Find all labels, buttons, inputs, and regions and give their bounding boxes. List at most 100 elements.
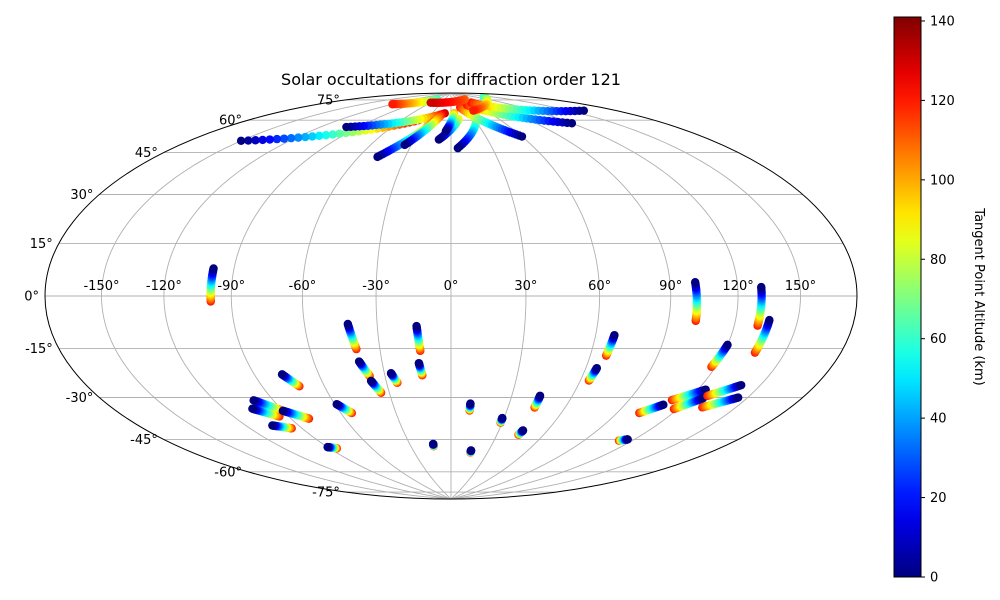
chart-title: Solar occultations for diffraction order… — [281, 70, 621, 89]
occultation-track — [530, 391, 545, 412]
lon-tick-label: -60° — [289, 279, 317, 294]
lon-tick-label: -150° — [83, 279, 119, 294]
occultation-track — [248, 404, 284, 421]
lat-tick-label: -30° — [66, 391, 94, 406]
occultation-track — [635, 400, 668, 418]
lat-tick-label: 60° — [219, 114, 242, 129]
data-point — [610, 330, 619, 340]
data-point — [517, 132, 527, 141]
data-point — [498, 413, 507, 423]
data-point — [426, 98, 435, 107]
occultation-track — [323, 442, 342, 453]
data-point — [249, 396, 258, 405]
lat-tick-label: -60° — [214, 465, 242, 480]
occultation-track — [469, 93, 492, 115]
data-point — [343, 319, 353, 329]
data-point — [301, 132, 310, 142]
data-point — [434, 135, 444, 144]
data-point — [386, 369, 396, 378]
data-point — [623, 435, 632, 444]
data-point — [659, 400, 668, 409]
colorbar-label: Tangent Point Altitude (km) — [971, 207, 986, 385]
occultation-track — [466, 446, 476, 457]
occultation-track — [750, 315, 774, 357]
colorbar-tick-label: 20 — [930, 491, 947, 506]
occultation-track — [614, 435, 632, 445]
data-point — [567, 119, 577, 128]
occultation-track — [366, 376, 386, 397]
data-point — [453, 143, 463, 153]
lat-tick-label: 0° — [24, 290, 39, 305]
data-point — [469, 106, 478, 115]
data-point — [518, 426, 528, 435]
data-point — [690, 277, 700, 287]
graticule — [45, 93, 857, 499]
data-point — [248, 404, 257, 413]
lon-tick-label: -30° — [362, 279, 390, 294]
data-point — [287, 133, 296, 143]
lon-tick-label: -90° — [217, 279, 245, 294]
lat-tick-label: 75° — [317, 93, 340, 108]
lon-tick-label: 120° — [722, 279, 753, 294]
lon-tick-label: 0° — [444, 279, 459, 294]
colorbar-tick-label: 0 — [930, 571, 938, 586]
data-point — [251, 136, 260, 145]
data-point — [373, 152, 382, 162]
data-point — [321, 130, 331, 140]
occultation-track — [277, 370, 304, 391]
data-point — [592, 363, 602, 373]
data-point — [236, 136, 246, 146]
data-point — [258, 135, 267, 145]
data-point — [366, 376, 376, 386]
colorbar-tick-label: 100 — [930, 173, 955, 188]
colorbar-tick-label: 120 — [930, 94, 955, 109]
data-point — [277, 370, 287, 379]
data-point — [354, 357, 364, 366]
data-point — [323, 442, 332, 452]
occultation-track — [753, 282, 766, 330]
occultation-track — [332, 400, 357, 418]
lon-tick-label: 90° — [659, 279, 682, 294]
data-point — [737, 380, 746, 390]
occultation-track — [456, 103, 527, 141]
data-point — [765, 315, 774, 325]
map-boundary — [44, 92, 858, 500]
data-point — [335, 129, 344, 138]
data-point — [314, 131, 324, 141]
occultation-track — [601, 330, 619, 360]
data-point — [332, 400, 341, 409]
data-point — [265, 135, 274, 144]
data-point — [268, 421, 277, 430]
lat-tick-label: -15° — [25, 342, 53, 357]
data-point — [757, 282, 766, 292]
lat-tick-label: 30° — [70, 188, 93, 203]
occultation-track — [278, 406, 314, 423]
occultation-track — [669, 394, 708, 414]
occultation-track — [441, 109, 459, 136]
data-point — [328, 130, 337, 139]
colorbar-tick-label: 60 — [930, 332, 947, 347]
occultation-track — [584, 363, 602, 385]
data-point — [279, 134, 289, 143]
data-point — [466, 399, 475, 408]
occultation-track — [667, 385, 710, 405]
lat-tick-label: -75° — [312, 486, 340, 501]
occultation-track — [496, 413, 507, 427]
lat-tick-label: 45° — [135, 146, 158, 161]
lon-tick-label: 60° — [588, 279, 611, 294]
occultation-track — [414, 358, 427, 380]
occultation-track — [690, 277, 702, 326]
data-point — [272, 134, 282, 144]
occultation-track — [428, 439, 438, 451]
occultation-track — [465, 399, 475, 415]
data-point — [723, 340, 732, 350]
lon-tick-label: 30° — [514, 279, 537, 294]
data-point — [400, 140, 409, 150]
occultation-track — [354, 357, 374, 381]
data-point — [294, 133, 303, 142]
data-point — [388, 100, 397, 109]
data-point — [428, 439, 438, 449]
occultation-track — [514, 426, 528, 439]
map-layer: -150° -120° -90° -60° -30° 0° 30° 60° 90° 120° 150… — [24, 92, 858, 501]
lat-tick-label: -45° — [130, 433, 158, 448]
